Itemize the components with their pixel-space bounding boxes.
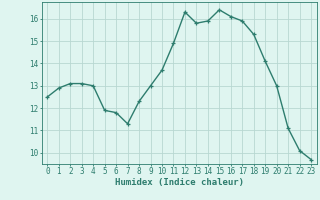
- X-axis label: Humidex (Indice chaleur): Humidex (Indice chaleur): [115, 178, 244, 187]
